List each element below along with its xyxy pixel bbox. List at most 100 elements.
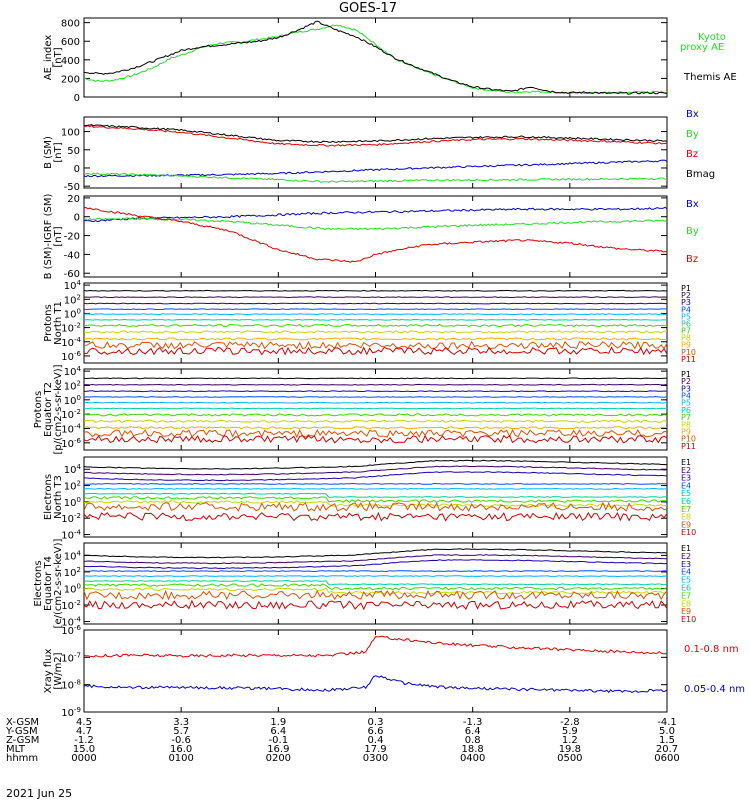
y-tick-label: 10-6 [61, 624, 81, 637]
y-tick-label: 104 [64, 365, 82, 378]
series-line-bz [83, 124, 668, 147]
channel-line-p6 [83, 318, 668, 321]
ephemeris-value: 0.4 [368, 735, 384, 746]
channel-line-e9 [83, 501, 668, 512]
ephemeris-value: 6.6 [368, 726, 384, 737]
legend-channel-p1: P1 [681, 370, 691, 379]
ephemeris-value: 5.0 [659, 726, 675, 737]
ephemeris-value: 17.9 [364, 744, 386, 755]
ephemeris-value: 0.8 [465, 735, 481, 746]
y-axis-label: Protons [43, 304, 54, 341]
ephemeris-value: 0000 [71, 753, 96, 764]
legend-channel-e5: E5 [681, 489, 691, 498]
channel-line-e4 [83, 570, 668, 573]
legend-channel-e4: E4 [681, 481, 691, 490]
y-axis-label: [nT] [53, 226, 64, 246]
y-tick-label: 104 [64, 549, 82, 562]
y-axis-label: Xray flux [43, 649, 54, 694]
channel-line-p5 [83, 401, 668, 404]
channel-line-e1 [83, 459, 668, 470]
ephemeris-value: 0300 [363, 753, 388, 764]
legend-entry: Bmag [686, 169, 715, 180]
y-tick-label: 10-8 [61, 679, 81, 692]
y-axis-label: Equator T2 [43, 382, 54, 437]
series-line-by [83, 217, 668, 231]
legend-channel-e6: E6 [681, 497, 691, 506]
channel-line-e2 [83, 465, 668, 476]
legend-channel-p6: P6 [681, 406, 691, 415]
legend-channel-e9: E9 [681, 607, 691, 616]
channel-line-p10 [83, 428, 668, 439]
channel-line-e1 [83, 548, 668, 559]
y-tick-label: 10-2 [61, 512, 81, 525]
ephemeris-value: -4.1 [657, 717, 677, 728]
y-tick-label: 102 [64, 480, 81, 493]
channel-line-p3 [83, 390, 668, 393]
plot-title: GOES-17 [339, 1, 397, 16]
ephemeris-value: 1.5 [659, 735, 675, 746]
channel-line-e7 [83, 583, 668, 591]
legend-channel-e9: E9 [681, 520, 691, 529]
ephemeris-row-label: X-GSM [6, 717, 39, 728]
legend-channel-p5: P5 [681, 312, 691, 321]
legend-channel-e6: E6 [681, 584, 691, 593]
channel-line-p7 [83, 323, 668, 328]
y-tick-label: 0 [74, 93, 80, 104]
y-tick-label: 10-4 [61, 422, 81, 435]
channel-line-e3 [83, 559, 668, 570]
ephemeris-value: 16.9 [267, 744, 289, 755]
channel-line-e2 [83, 554, 668, 565]
legend-channel-p3: P3 [681, 384, 691, 393]
y-tick-label: -60 [64, 269, 80, 280]
y-tick-label: 100 [61, 128, 80, 139]
y-tick-label: 10-7 [61, 651, 81, 664]
legend-channel-e10: E10 [681, 615, 696, 624]
ephemeris-value: 16.0 [170, 744, 192, 755]
ephemeris-value: 6.4 [270, 726, 286, 737]
channel-line-p6 [83, 407, 667, 410]
y-tick-label: 10-2 [61, 599, 81, 612]
channel-line-p11 [83, 434, 668, 444]
y-tick-label: 10-4 [61, 336, 81, 349]
channel-line-p11 [83, 346, 668, 356]
panel-frame-xray [83, 629, 668, 713]
legend-channel-p10: P10 [681, 435, 696, 444]
y-axis-label: Protons [33, 391, 44, 428]
ephemeris-row-label: hhmm [6, 753, 38, 764]
legend-channel-p2: P2 [681, 377, 691, 386]
legend-channel-p4: P4 [681, 305, 691, 314]
channel-line-e10 [83, 599, 668, 611]
legend-entry: Bx [686, 109, 699, 120]
y-tick-label: 102 [64, 379, 81, 392]
y-tick-label: 102 [64, 293, 81, 306]
y-axis-label: [W/m2] [53, 652, 64, 689]
series-line-themis-ae [83, 20, 668, 95]
legend-channel-p7: P7 [681, 413, 691, 422]
panel-frame-digrf [83, 195, 668, 278]
channel-line-e3 [83, 471, 668, 482]
channel-line-p8 [83, 330, 668, 334]
y-tick-label: 600 [61, 37, 80, 48]
legend-xray-long: 0.1-0.8 nm [684, 644, 739, 655]
channel-line-p4 [83, 396, 668, 398]
y-tick-label: -50 [64, 182, 80, 193]
legend-channel-p7: P7 [681, 327, 691, 336]
channel-line-p5 [83, 313, 668, 316]
ephemeris-value: 0600 [654, 753, 679, 764]
series-line-bz [83, 206, 668, 263]
y-axis-label: [p/(cm2-s-sr-keV)] [53, 364, 64, 454]
y-axis-label: AE_index [43, 35, 54, 81]
channel-line-e6 [83, 580, 668, 586]
panel-frame-protons_t2 [83, 368, 668, 451]
ephemeris-value: 0200 [266, 753, 291, 764]
y-axis-label: B (SM)-IGRF (SM) [43, 194, 54, 280]
channel-line-e7 [83, 496, 668, 503]
legend-channel-p8: P8 [681, 420, 691, 429]
legend-channel-e8: E8 [681, 513, 691, 522]
channel-line-p7 [83, 413, 668, 417]
legend-entry: Bz [686, 149, 698, 160]
y-axis-label: [e/(cm2-s-sr-keV)] [53, 538, 64, 628]
channel-line-p9 [83, 426, 668, 430]
ephemeris-row-label: Y-GSM [5, 726, 38, 737]
